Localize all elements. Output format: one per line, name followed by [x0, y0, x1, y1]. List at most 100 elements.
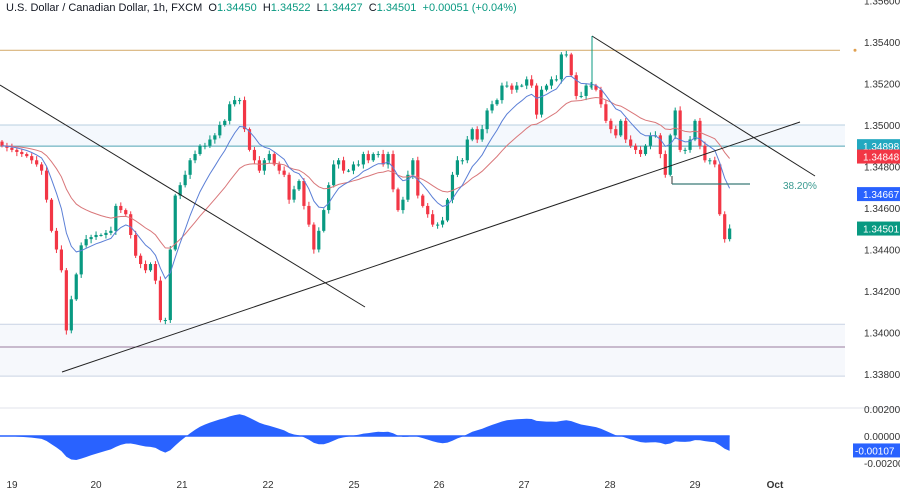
candle: [124, 208, 128, 216]
candle: [15, 147, 19, 157]
candle: [436, 222, 440, 229]
candle-body: [0, 141, 4, 146]
candle-body: [579, 95, 583, 97]
candle: [520, 83, 524, 88]
candle-body: [247, 129, 252, 150]
candle-body: [49, 199, 54, 231]
candle: [203, 142, 207, 150]
candle: [723, 211, 727, 243]
upper-descending-trendline: [591, 35, 816, 177]
candle: [287, 172, 291, 204]
candle: [505, 81, 509, 88]
candle-body: [728, 228, 732, 240]
candle-body: [193, 154, 197, 161]
symbol-title: U.S. Dollar / Canadian Dollar, 1h, FXCM: [6, 2, 203, 14]
candle-body: [440, 220, 445, 225]
candle: [619, 119, 623, 138]
candle-body: [134, 234, 138, 256]
candle: [376, 151, 380, 158]
time-tick: Oct: [767, 480, 784, 491]
candle-body: [460, 160, 464, 162]
time-tick: 25: [348, 480, 360, 491]
price-label-box: [857, 187, 900, 202]
candle: [198, 144, 202, 156]
candle-body: [663, 154, 667, 175]
candle: [673, 107, 677, 139]
candle-body: [341, 160, 346, 171]
time-tick: 26: [433, 480, 445, 491]
candle: [624, 117, 628, 144]
candle: [634, 143, 638, 155]
candle: [366, 150, 370, 164]
candle: [337, 157, 341, 169]
candle-body: [490, 104, 494, 111]
candle: [84, 234, 88, 248]
candle-body: [163, 320, 167, 322]
candle-body: [386, 154, 390, 165]
candle-body: [445, 199, 450, 221]
candle-body: [520, 85, 524, 87]
candle-body: [327, 185, 331, 211]
candle: [668, 133, 672, 177]
candle-body: [54, 230, 59, 250]
candle-body: [346, 170, 351, 172]
candle-body: [569, 54, 573, 76]
candle: [119, 202, 123, 213]
candle-body: [436, 224, 440, 226]
candle-body: [564, 54, 568, 56]
candle-body: [643, 145, 648, 155]
candle-body: [431, 214, 435, 225]
candle-body: [539, 89, 544, 115]
close-label: C: [368, 2, 377, 14]
candle: [470, 127, 474, 142]
candle: [104, 229, 108, 239]
candle-body: [510, 85, 514, 90]
chart-legend: U.S. Dollar / Canadian Dollar, 1h, FXCM …: [6, 2, 517, 14]
lower-zone: [0, 324, 845, 377]
candle: [564, 50, 568, 58]
candle: [510, 83, 514, 94]
candle: [74, 272, 78, 301]
candle: [317, 227, 321, 253]
candle-body: [242, 100, 247, 130]
candle-body: [282, 170, 286, 175]
candle-body: [361, 154, 365, 165]
candle-body: [183, 174, 187, 186]
low-value: 1.34427: [322, 2, 363, 14]
candle-body: [168, 249, 172, 321]
price-label: 1.34501: [863, 225, 900, 236]
change-value: +0.00051 (+0.04%): [422, 2, 517, 14]
candles: [0, 50, 732, 335]
candle-body: [713, 160, 717, 165]
candle: [663, 150, 667, 178]
candle-body: [277, 164, 281, 171]
candle-body: [594, 85, 598, 90]
open-value: 1.34450: [216, 2, 257, 14]
candle: [238, 97, 242, 105]
candle-body: [401, 199, 405, 211]
candle: [396, 187, 400, 212]
candle: [64, 267, 68, 335]
candle-body: [79, 245, 83, 275]
candle: [302, 178, 306, 210]
time-tick: 27: [518, 480, 530, 491]
candle-body: [10, 147, 14, 150]
price-tick: 1.35000: [864, 121, 900, 132]
candle: [183, 170, 187, 188]
time-tick: 21: [176, 480, 188, 491]
candle-body: [673, 110, 677, 136]
candle: [341, 156, 346, 174]
price-tick: 1.34200: [864, 287, 900, 298]
candle-body: [500, 85, 504, 101]
candle-body: [371, 154, 375, 161]
candle-body: [376, 154, 380, 156]
candle: [445, 198, 450, 223]
candle-body: [549, 79, 554, 86]
time-tick: 19: [6, 480, 18, 491]
candle-body: [648, 135, 653, 146]
candle-body: [84, 239, 88, 246]
high-value: 1.34522: [270, 2, 311, 14]
candle: [178, 182, 182, 200]
price-tick: 1.34600: [864, 204, 900, 215]
